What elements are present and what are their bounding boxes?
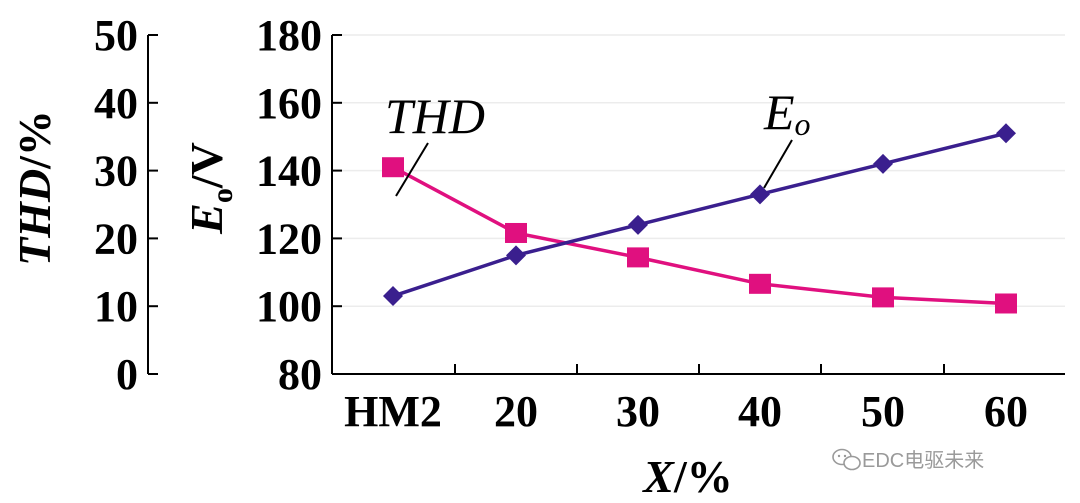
thd-point bbox=[872, 287, 894, 308]
thd-tick-label: 0 bbox=[116, 350, 138, 399]
thd-leader-line bbox=[395, 142, 429, 197]
eo-label-text: Eo bbox=[763, 84, 811, 142]
thd-tick-label: 10 bbox=[94, 282, 138, 331]
thd-tick-label: 20 bbox=[94, 214, 138, 263]
thd-tick-label: 40 bbox=[94, 79, 138, 128]
x-tick-label: 50 bbox=[861, 387, 905, 436]
eo-point bbox=[873, 153, 893, 174]
eo-point bbox=[996, 123, 1016, 144]
eo-leader-line bbox=[763, 139, 793, 189]
x-tick-label: 20 bbox=[494, 387, 538, 436]
series-layer bbox=[382, 123, 1017, 314]
x-tick-label: HM2 bbox=[344, 387, 442, 436]
thd-point bbox=[749, 273, 771, 294]
thd-tick-label: 50 bbox=[94, 11, 138, 60]
thd-tick-label: 30 bbox=[94, 147, 138, 196]
axes bbox=[147, 34, 1065, 375]
thd-axis-title: THD/% bbox=[9, 110, 60, 266]
eo-series-label: Eo bbox=[763, 84, 811, 189]
thd-point bbox=[995, 293, 1017, 314]
gridlines bbox=[332, 34, 1065, 307]
tick-labels: 80 100 120 140 160 180 0 10 20 30 40 50 HM2 20 30 40 50 6… bbox=[94, 11, 1028, 436]
eo-point bbox=[506, 245, 526, 266]
eo-tick-label: 160 bbox=[256, 79, 322, 128]
watermark: EDC电驱未来 bbox=[832, 448, 984, 472]
eo-tick-label: 120 bbox=[256, 214, 322, 263]
series-line-thd bbox=[392, 165, 1007, 306]
eo-tick-label: 100 bbox=[256, 282, 322, 331]
eo-axis-title: Eo/V bbox=[181, 142, 239, 235]
thd-point bbox=[382, 157, 404, 178]
series-line-eo bbox=[392, 131, 1007, 298]
x-tick-label: 40 bbox=[738, 387, 782, 436]
thd-label-text: THD bbox=[385, 88, 485, 144]
wechat-icon bbox=[832, 448, 861, 471]
eo-tick-label: 140 bbox=[256, 147, 322, 196]
eo-tick-label: 80 bbox=[278, 350, 322, 399]
eo-point bbox=[750, 184, 770, 205]
watermark-text: EDC电驱未来 bbox=[862, 449, 984, 472]
thd-point bbox=[627, 247, 649, 268]
x-axis-title: X/% bbox=[641, 451, 732, 502]
x-tick-label: 30 bbox=[616, 387, 660, 436]
eo-point bbox=[628, 214, 648, 235]
thd-series-label: THD bbox=[385, 88, 485, 197]
eo-tick-label: 180 bbox=[256, 11, 322, 60]
thd-point bbox=[505, 222, 527, 243]
x-tick-label: 60 bbox=[984, 387, 1028, 436]
eo-point bbox=[383, 286, 403, 307]
